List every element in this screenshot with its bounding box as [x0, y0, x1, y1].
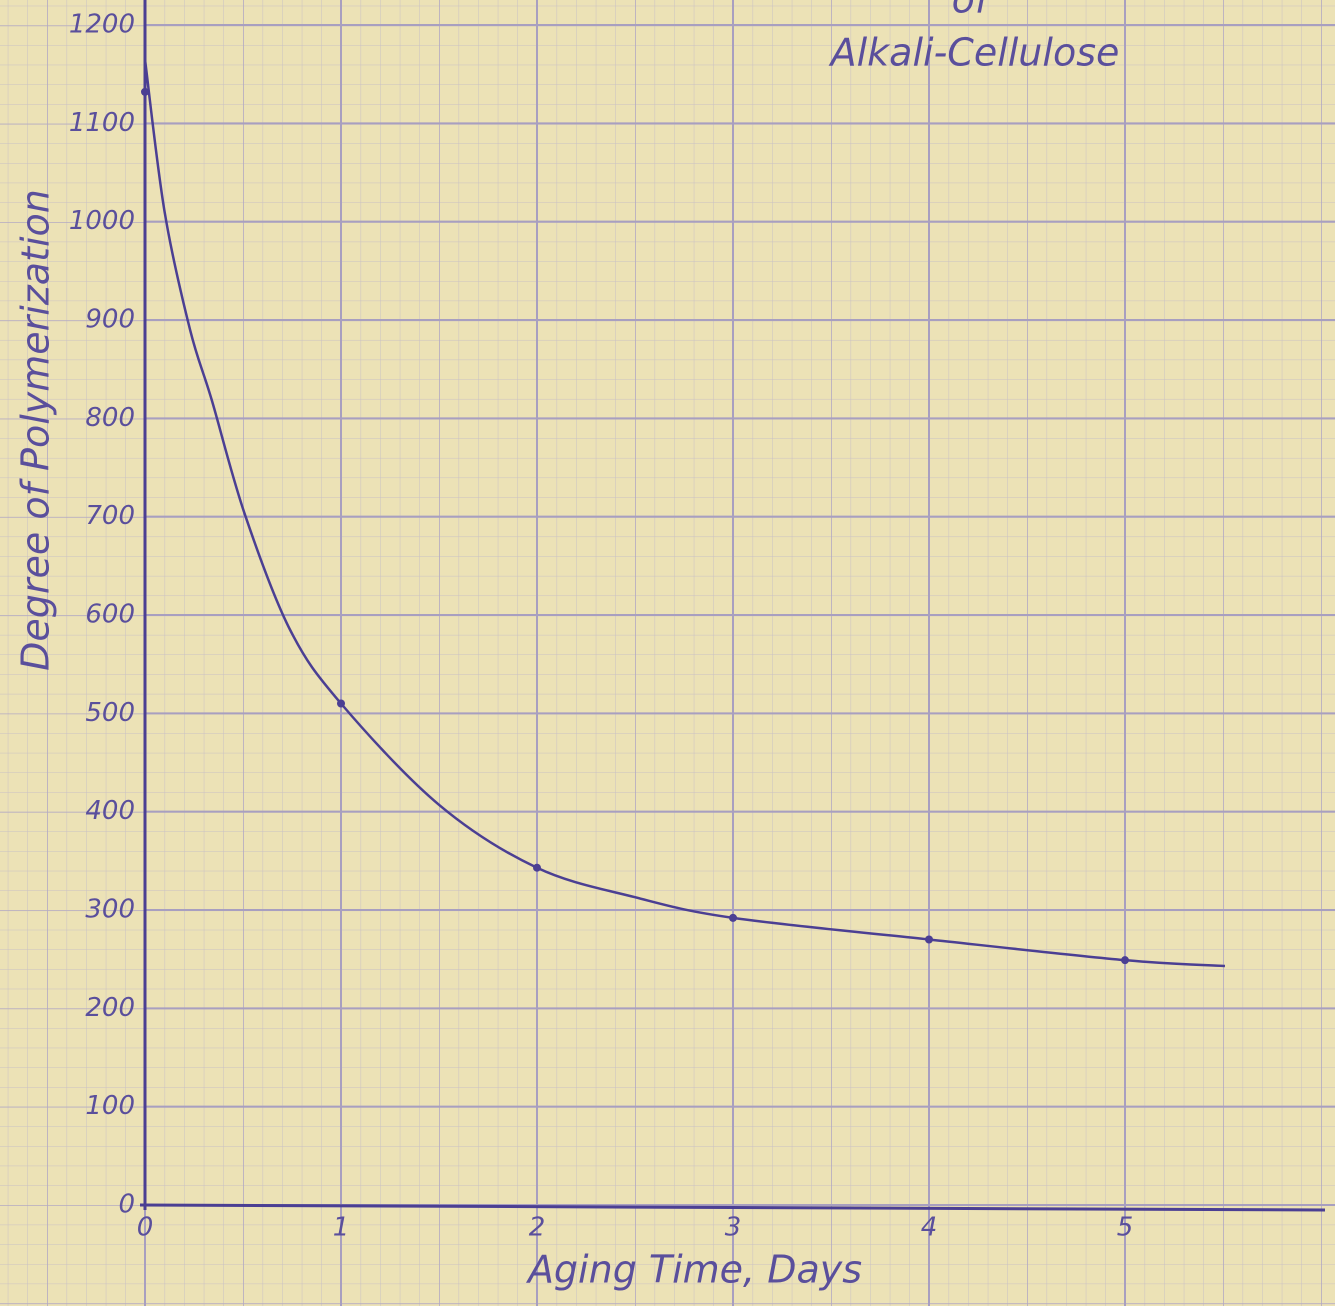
y-tick-label: 700 [85, 501, 135, 531]
y-tick-label: 600 [85, 600, 135, 630]
x-axis [139, 1203, 1326, 1212]
x-axis-label: Aging Time, Days [525, 1248, 862, 1292]
y-tick-label: 1200 [69, 10, 135, 40]
data-point [141, 87, 149, 96]
y-tick-label: 300 [85, 895, 135, 925]
x-tick-label: 2 [529, 1213, 546, 1243]
y-tick-label: 800 [85, 403, 135, 433]
y-tick-label: 900 [85, 305, 135, 335]
data-point [337, 699, 345, 708]
data-point [925, 935, 933, 944]
y-tick-label: 0 [118, 1190, 135, 1220]
y-tick-label: 500 [85, 698, 135, 728]
x-tick-label: 0 [137, 1213, 154, 1243]
data-point [729, 913, 737, 922]
y-tick-label: 1100 [69, 108, 135, 138]
x-tick-label: 3 [725, 1213, 742, 1243]
y-tick-label: 1000 [69, 206, 135, 236]
chart-title: of [952, 0, 994, 22]
y-axis-label: Degree of Polymerization [14, 189, 58, 671]
data-point [1121, 956, 1129, 965]
x-tick-label: 1 [333, 1213, 350, 1243]
x-tick-label: 5 [1117, 1213, 1134, 1243]
y-tick-label: 200 [85, 993, 135, 1023]
y-tick-label: 400 [85, 796, 135, 826]
x-tick-label: 4 [921, 1213, 938, 1243]
grid [144, 0, 1335, 1306]
data-point [533, 863, 541, 872]
chart-title: Alkali-Cellulose [828, 31, 1120, 75]
y-tick-label: 100 [85, 1091, 135, 1121]
